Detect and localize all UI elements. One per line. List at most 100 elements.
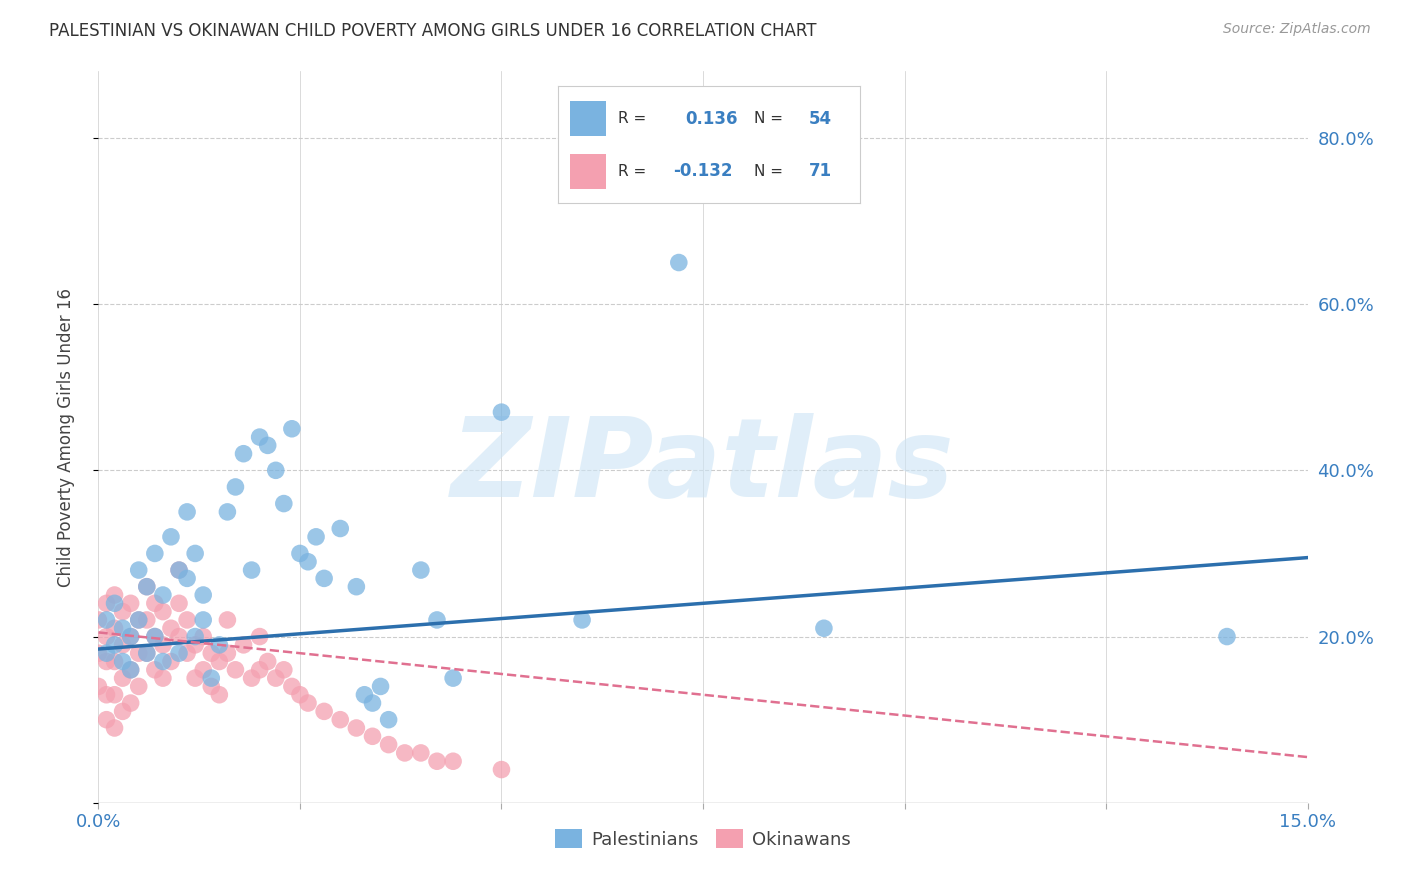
Point [200, 680, 222, 694]
Point [120, 663, 142, 677]
Point [353, 688, 375, 702]
Point [103, 588, 125, 602]
Point [426, 613, 449, 627]
Point [329, 713, 352, 727]
Point [111, 705, 134, 719]
Point [409, 563, 432, 577]
Point [128, 680, 150, 694]
Point [232, 638, 254, 652]
Point [281, 680, 304, 694]
Point [256, 655, 278, 669]
Point [491, 405, 513, 419]
Point [120, 696, 142, 710]
Point [426, 754, 449, 768]
Point [87, 613, 110, 627]
Point [232, 447, 254, 461]
Point [143, 630, 166, 644]
Point [160, 530, 183, 544]
Point [281, 422, 304, 436]
Point [135, 646, 157, 660]
Point [249, 430, 271, 444]
Point [377, 738, 399, 752]
Point [813, 621, 835, 635]
Text: PALESTINIAN VS OKINAWAN CHILD POVERTY AMONG GIRLS UNDER 16 CORRELATION CHART: PALESTINIAN VS OKINAWAN CHILD POVERTY AM… [49, 22, 817, 40]
Point [193, 588, 215, 602]
Point [120, 630, 142, 644]
Point [96, 613, 118, 627]
Point [128, 646, 150, 660]
Point [176, 505, 198, 519]
Point [240, 671, 263, 685]
Point [167, 646, 190, 660]
Point [344, 721, 367, 735]
Point [249, 663, 271, 677]
Point [143, 630, 166, 644]
Point [87, 680, 110, 694]
Legend: Palestinians, Okinawans: Palestinians, Okinawans [547, 822, 859, 856]
Point [329, 521, 352, 535]
Point [135, 580, 157, 594]
Point [264, 463, 287, 477]
Point [103, 596, 125, 610]
Point [128, 563, 150, 577]
Point [103, 655, 125, 669]
Point [103, 621, 125, 635]
Point [152, 605, 174, 619]
Point [288, 688, 311, 702]
Point [394, 746, 416, 760]
Point [208, 638, 231, 652]
Point [208, 688, 231, 702]
Point [370, 680, 392, 694]
Point [96, 646, 118, 660]
Point [441, 671, 464, 685]
Point [96, 688, 118, 702]
Point [96, 655, 118, 669]
Point [224, 480, 246, 494]
Point [111, 655, 134, 669]
Point [96, 630, 118, 644]
Point [314, 705, 336, 719]
Point [273, 663, 295, 677]
Point [1216, 630, 1239, 644]
Point [152, 671, 174, 685]
Point [297, 696, 319, 710]
Point [128, 613, 150, 627]
Point [361, 729, 384, 743]
Point [87, 646, 110, 660]
Point [217, 505, 239, 519]
Point [152, 638, 174, 652]
Point [217, 646, 239, 660]
Point [441, 754, 464, 768]
Point [305, 530, 328, 544]
Point [288, 546, 311, 560]
Point [193, 630, 215, 644]
Point [217, 613, 239, 627]
Point [249, 630, 271, 644]
Point [491, 763, 513, 777]
Point [135, 580, 157, 594]
Point [103, 688, 125, 702]
Point [120, 630, 142, 644]
Point [120, 663, 142, 677]
Point [135, 613, 157, 627]
Point [167, 563, 190, 577]
Point [167, 563, 190, 577]
Point [224, 663, 246, 677]
Point [96, 596, 118, 610]
Point [111, 638, 134, 652]
Point [264, 671, 287, 685]
Point [111, 621, 134, 635]
Point [571, 613, 593, 627]
Point [111, 605, 134, 619]
Point [160, 655, 183, 669]
Point [273, 497, 295, 511]
Point [240, 563, 263, 577]
Point [152, 655, 174, 669]
Point [143, 663, 166, 677]
Point [668, 255, 690, 269]
Point [377, 713, 399, 727]
Point [103, 638, 125, 652]
Point [167, 596, 190, 610]
Point [409, 746, 432, 760]
Point [103, 721, 125, 735]
